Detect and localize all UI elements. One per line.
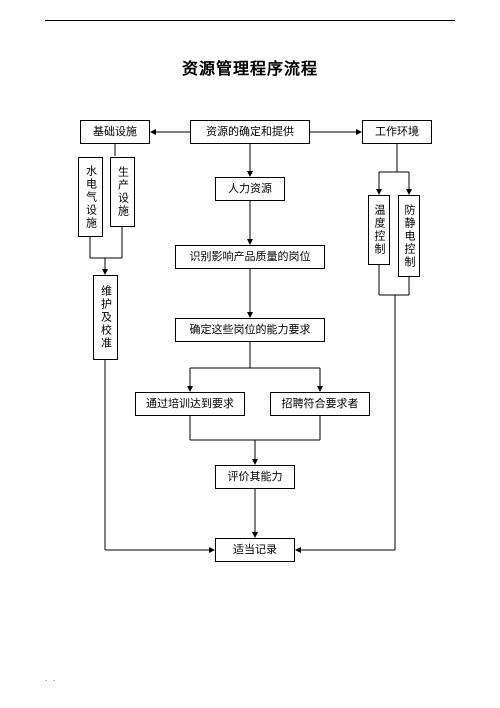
node-label: 生产设施 (115, 166, 131, 218)
node-infrastructure: 基础设施 (80, 120, 150, 144)
node-record: 适当记录 (215, 538, 295, 562)
edges-svg (0, 0, 500, 708)
node-label: 防静电控制 (401, 204, 417, 269)
node-label: 人力资源 (228, 182, 272, 196)
node-evaluate: 评价其能力 (215, 465, 295, 489)
node-label: 通过培训达到要求 (146, 397, 234, 411)
node-hr: 人力资源 (215, 177, 285, 201)
top-rule (45, 20, 455, 21)
node-prod-facility: 生产设施 (110, 157, 135, 227)
node-identify-post: 识别影响产品质量的岗位 (175, 245, 325, 269)
node-maintain: 维护及校准 (93, 275, 118, 360)
node-label: 基础设施 (93, 125, 137, 139)
page-title: 资源管理程序流程 (0, 55, 500, 79)
node-resource-determine: 资源的确定和提供 (190, 120, 310, 144)
node-label: 评价其能力 (228, 470, 283, 484)
node-label: 识别影响产品质量的岗位 (190, 250, 311, 264)
node-define-req: 确定这些岗位的能力要求 (175, 318, 325, 342)
node-esd-ctrl: 防静电控制 (398, 195, 420, 277)
node-label: 工作环境 (375, 125, 419, 139)
node-label: 确定这些岗位的能力要求 (190, 323, 311, 337)
node-label: 维护及校准 (98, 285, 114, 350)
node-recruit: 招聘符合要求者 (270, 392, 370, 416)
node-label: 招聘符合要求者 (282, 397, 359, 411)
node-label: 水电气设施 (83, 165, 99, 230)
node-water-elec: 水电气设施 (78, 157, 103, 237)
node-label: 适当记录 (233, 543, 277, 557)
node-temp-ctrl: 温度控制 (368, 195, 390, 265)
node-work-env: 工作环境 (362, 120, 432, 144)
node-label: 温度控制 (371, 204, 387, 256)
node-label: 资源的确定和提供 (206, 125, 294, 139)
node-via-training: 通过培训达到要求 (135, 392, 245, 416)
footer-mark: . . (45, 674, 55, 683)
